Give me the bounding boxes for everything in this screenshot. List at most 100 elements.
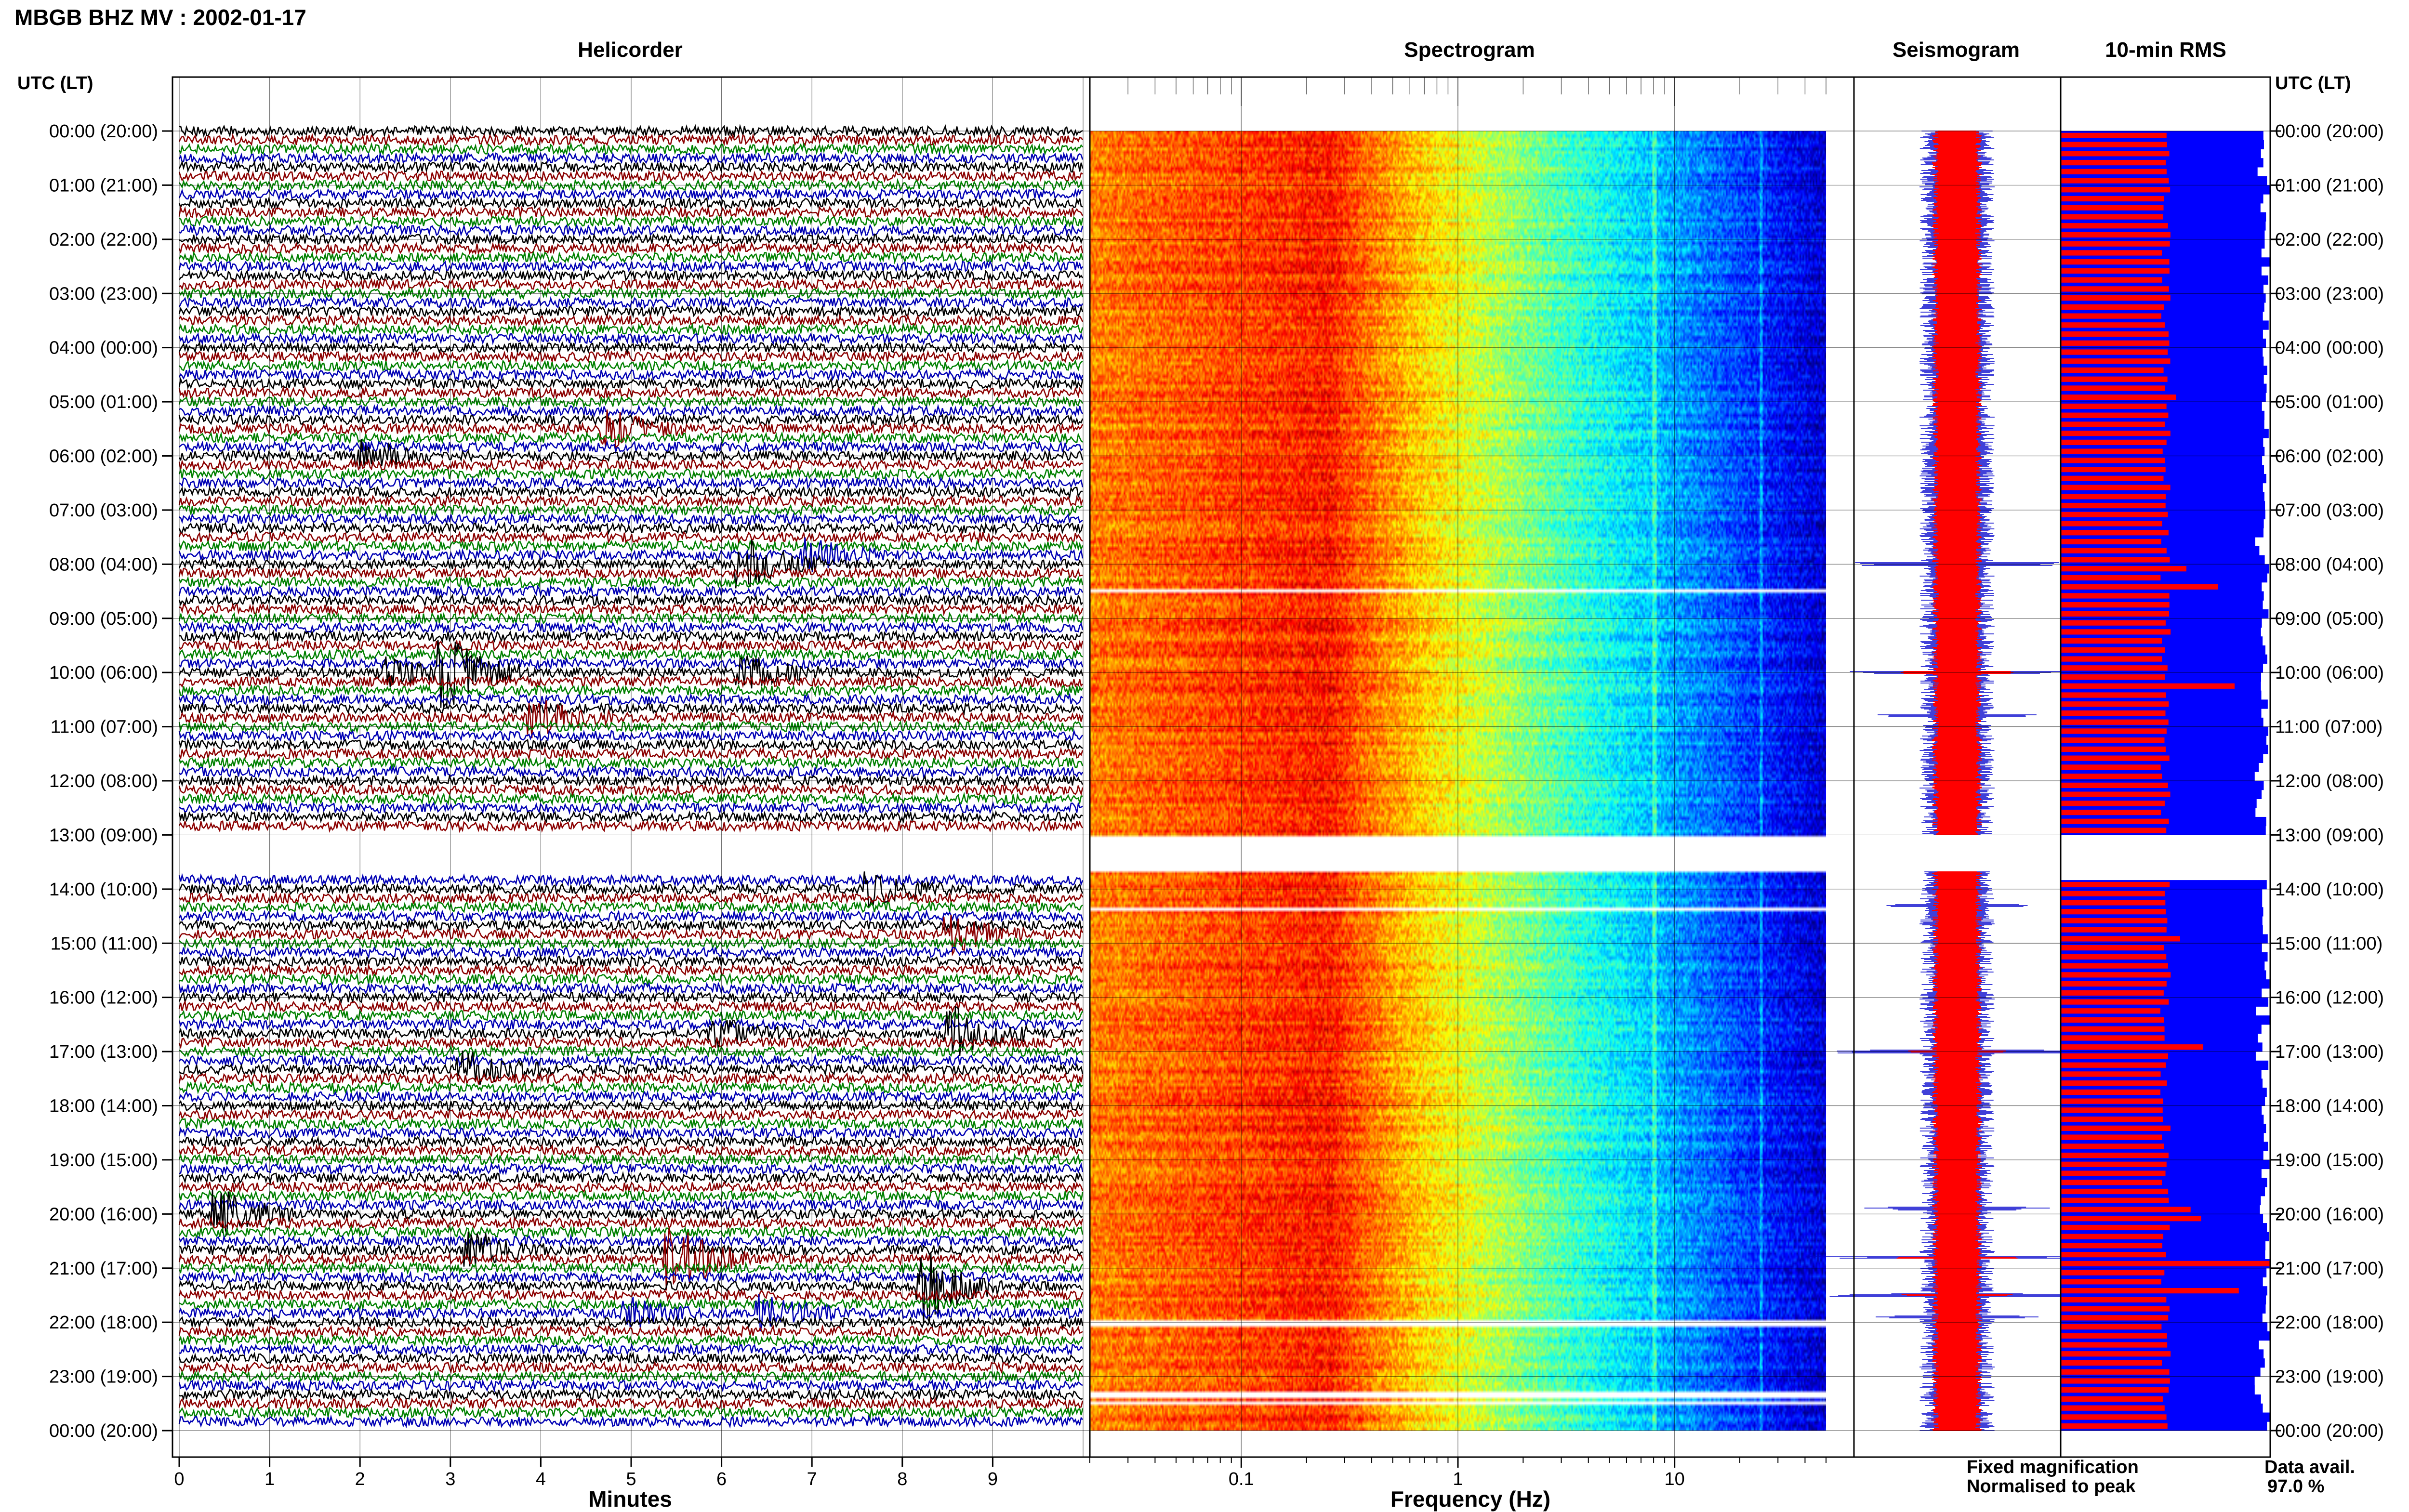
rms-normalised-bar xyxy=(2061,1197,2169,1203)
time-tick-label-right: 08:00 (04:00) xyxy=(2275,554,2384,575)
minute-tick-label: 8 xyxy=(897,1469,907,1489)
time-tick-label-left: 11:00 (07:00) xyxy=(51,717,158,737)
time-tick-label-right: 11:00 (07:00) xyxy=(2275,717,2383,737)
rms-normalised-bar xyxy=(2061,1188,2169,1195)
rms-normalised-bar xyxy=(2061,187,2171,193)
rms-normalised-bar xyxy=(2061,178,2169,184)
legend-fixed-magnification: Fixed magnification xyxy=(1967,1457,2139,1477)
time-tick-label-right: 18:00 (14:00) xyxy=(2275,1096,2384,1117)
time-tick-label-left: 00:00 (20:00) xyxy=(49,121,158,142)
rms-normalised-bar xyxy=(2061,1144,2164,1149)
rms-normalised-bar xyxy=(2061,259,2170,265)
minutes-axis: 0 1 2 3 4 5 6 7 8 9 xyxy=(174,1457,998,1489)
helicorder-title: Helicorder xyxy=(578,38,683,62)
rms-normalised-bar xyxy=(2061,557,2170,563)
minute-tick-label: 0 xyxy=(174,1469,184,1489)
frequency-tick-label: 1 xyxy=(1453,1469,1463,1489)
rms-normalised-bar xyxy=(2061,1387,2169,1393)
rms-normalised-bar xyxy=(2061,403,2167,409)
time-tick-label-left: 17:00 (13:00) xyxy=(49,1042,158,1062)
frequency-axis: 0.1 1 10 xyxy=(1089,77,1827,1489)
rms-normalised-bar xyxy=(2061,1134,2162,1140)
rms-normalised-bar xyxy=(2061,295,2171,301)
time-tick-label-right: 19:00 (15:00) xyxy=(2275,1150,2384,1170)
rms-normalised-bar xyxy=(2061,1053,2168,1059)
rms-normalised-bar xyxy=(2061,412,2169,418)
rms-normalised-bar xyxy=(2061,638,2162,644)
time-tick-label-left: 16:00 (12:00) xyxy=(49,988,158,1008)
rms-normalised-bar xyxy=(2061,1170,2166,1176)
rms-normalised-bar xyxy=(2061,142,2167,147)
time-tick-label-right: 13:00 (09:00) xyxy=(2275,825,2384,845)
rms-normalised-bar xyxy=(2061,151,2170,157)
time-tick-label-right: 02:00 (22:00) xyxy=(2275,230,2384,250)
rms-normalised-bar xyxy=(2061,1378,2170,1384)
time-tick-label-right: 10:00 (06:00) xyxy=(2275,663,2384,683)
rms-normalised-bar xyxy=(2061,475,2164,481)
rms-normalised-bar xyxy=(2061,774,2162,779)
rms-normalised-bar xyxy=(2061,494,2166,500)
rms-normalised-bar xyxy=(2061,485,2171,490)
rms-normalised-bar xyxy=(2061,1360,2162,1366)
rms-normalised-bar xyxy=(2061,963,2168,969)
rms-normalised-bar xyxy=(2061,286,2169,292)
spectrogram-title: Spectrogram xyxy=(1404,38,1535,62)
rms-normalised-bar xyxy=(2061,990,2164,996)
time-tick-label-right: 17:00 (13:00) xyxy=(2275,1042,2384,1062)
rms-normalised-bar xyxy=(2061,972,2171,978)
rms-normalised-bar xyxy=(2061,1243,2162,1249)
time-tick-label-right: 21:00 (17:00) xyxy=(2275,1259,2384,1279)
time-tick-label-left: 09:00 (05:00) xyxy=(49,609,158,629)
rms-normalised-bar xyxy=(2061,1261,2270,1267)
time-tick-label-left: 22:00 (18:00) xyxy=(49,1313,158,1333)
time-tick-label-left: 02:00 (22:00) xyxy=(49,230,158,250)
rms-normalised-bar xyxy=(2061,367,2164,373)
time-tick-label-left: 00:00 (20:00) xyxy=(49,1421,158,1441)
rms-normalised-bar xyxy=(2061,205,2164,210)
rms-normalised-bar xyxy=(2061,349,2168,355)
time-tick-label-right: 06:00 (02:00) xyxy=(2275,447,2384,467)
rms-normalised-bar xyxy=(2061,1324,2162,1330)
rms-normalised-bar xyxy=(2061,602,2170,608)
rms-normalised-bar xyxy=(2061,1423,2168,1429)
time-tick-label-left: 20:00 (16:00) xyxy=(49,1204,158,1224)
time-tick-label-left: 10:00 (06:00) xyxy=(49,663,158,683)
time-tick-label-left: 04:00 (00:00) xyxy=(49,338,158,358)
rms-normalised-bar xyxy=(2061,981,2167,987)
minute-tick-label: 6 xyxy=(716,1469,727,1489)
rms-normalised-bar xyxy=(2061,782,2168,788)
rms-normalised-bar xyxy=(2061,575,2161,581)
minute-tick-label: 5 xyxy=(626,1469,636,1489)
figure-title: MBGB BHZ MV : 2002-01-17 xyxy=(14,5,306,30)
rms-normalised-bar xyxy=(2061,196,2164,202)
hour-grid xyxy=(172,77,2270,1457)
rms-normalised-bar xyxy=(2061,611,2169,617)
rms-normalised-bar xyxy=(2061,828,2167,833)
minute-tick-label: 7 xyxy=(807,1469,817,1489)
rms-normalised-bar xyxy=(2061,1279,2161,1285)
time-tick-label-left: 05:00 (01:00) xyxy=(49,392,158,412)
rms-normalised-bar xyxy=(2061,710,2166,716)
frequency-axis-label: Frequency (Hz) xyxy=(1390,1486,1550,1512)
rms-normalised-bar xyxy=(2061,1369,2170,1375)
rms-normalised-bar xyxy=(2061,132,2167,138)
time-tick-label-left: 06:00 (02:00) xyxy=(49,447,158,467)
minutes-axis-label: Minutes xyxy=(588,1486,672,1512)
data-availability-label: Data avail. xyxy=(2264,1457,2355,1477)
time-tick-label-left: 13:00 (09:00) xyxy=(49,825,158,845)
rms-normalised-bar xyxy=(2061,159,2166,166)
rms-normalised-bar xyxy=(2061,692,2166,698)
time-tick-label-left: 07:00 (03:00) xyxy=(49,500,158,521)
rms-normalised-bar xyxy=(2061,620,2166,626)
rms-normalised-bar xyxy=(2061,322,2165,328)
rms-normalised-bar xyxy=(2061,431,2171,436)
rms-normalised-bar xyxy=(2061,1071,2161,1077)
rms-normalised-bar xyxy=(2061,421,2165,427)
rms-normalised-bar xyxy=(2061,1315,2169,1321)
rms-frame xyxy=(2060,76,2271,1458)
rms-normalised-bar xyxy=(2061,900,2166,906)
minute-tick-label: 9 xyxy=(988,1469,998,1489)
rms-normalised-bar xyxy=(2061,313,2161,319)
data-availability-value: 97.0 % xyxy=(2267,1476,2324,1497)
rms-normalised-bar xyxy=(2061,593,2170,599)
